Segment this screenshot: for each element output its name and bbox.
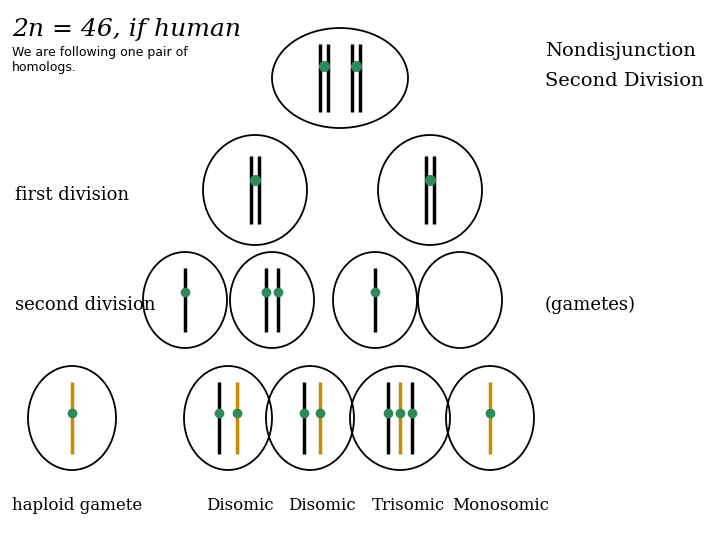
- Text: We are following one pair of
homologs.: We are following one pair of homologs.: [12, 46, 188, 74]
- Text: Nondisjunction: Nondisjunction: [545, 42, 696, 60]
- Text: Monosomic: Monosomic: [452, 497, 549, 514]
- Text: first division: first division: [15, 186, 129, 204]
- Text: Disomic: Disomic: [206, 497, 274, 514]
- Text: 2n = 46, if human: 2n = 46, if human: [12, 18, 241, 41]
- Text: Trisomic: Trisomic: [372, 497, 445, 514]
- Text: haploid gamete: haploid gamete: [12, 497, 143, 514]
- Text: Disomic: Disomic: [288, 497, 356, 514]
- Text: second division: second division: [15, 296, 156, 314]
- Text: (gametes): (gametes): [545, 296, 636, 314]
- Text: Second Division: Second Division: [545, 72, 703, 90]
